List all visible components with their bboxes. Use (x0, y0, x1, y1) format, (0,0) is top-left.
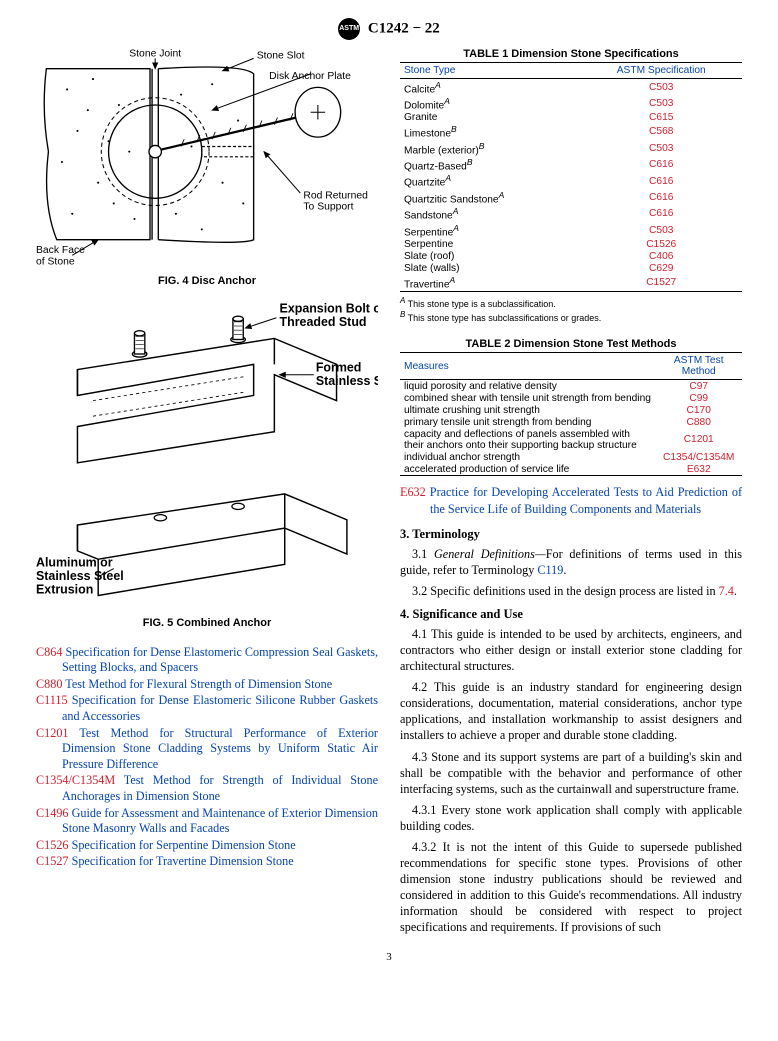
table-row: liquid porosity and relative densityC97 (400, 380, 742, 393)
e632-code[interactable]: E632 (400, 485, 426, 499)
page-number: 3 (36, 951, 742, 963)
table2-col2: ASTM Test Method (655, 353, 742, 380)
table-row: SerpentineAC503 (400, 222, 742, 238)
sec3-link1[interactable]: C119 (537, 563, 563, 577)
table-row: SerpentineC1526 (400, 239, 742, 251)
sec3-head: 3. Terminology (400, 527, 742, 542)
table-row: Slate (roof)C406 (400, 251, 742, 263)
table-row: Marble (exterior)BC503 (400, 140, 742, 156)
fig4-label-stone-joint: Stone Joint (129, 48, 181, 59)
reference-item[interactable]: C1527 Specification for Travertine Dimen… (36, 854, 378, 870)
table-row: ultimate crushing unit strengthC170 (400, 404, 742, 416)
reference-item[interactable]: C1201 Test Method for Structural Perform… (36, 726, 378, 773)
two-column-layout: Stone Joint Stone Slot Disk Anchor Plate… (36, 48, 742, 941)
table-row: TravertineAC1527 (400, 275, 742, 292)
sec4-body: 4.1 This guide is intended to be used by… (400, 626, 742, 936)
svg-text:Rod ReturnedTo Support: Rod ReturnedTo Support (303, 190, 368, 212)
table-row: DolomiteAC503 (400, 95, 742, 111)
reference-list: C864 Specification for Dense Elastomeric… (36, 645, 378, 871)
table-row: GraniteC615 (400, 112, 742, 124)
fig4-label-disk-plate: Disk Anchor Plate (269, 71, 351, 82)
sec4-p2: 4.2 This guide is an industry standard f… (400, 679, 742, 743)
table1-title: TABLE 1 Dimension Stone Specifications (400, 48, 742, 62)
table-row: Slate (walls)C629 (400, 263, 742, 275)
figure-4: Stone Joint Stone Slot Disk Anchor Plate… (36, 48, 378, 287)
table-row: QuartziteAC616 (400, 173, 742, 189)
table1-col1: Stone Type (400, 63, 580, 79)
sec4-p4: 4.3.1 Every stone work application shall… (400, 802, 742, 834)
sec3-body: 3.1 General Definitions—For definitions … (400, 546, 742, 599)
reference-item[interactable]: C864 Specification for Dense Elastomeric… (36, 645, 378, 676)
sec4-head: 4. Significance and Use (400, 607, 742, 622)
sec3-p1b: General Definitions— (434, 547, 546, 561)
table2-title: TABLE 2 Dimension Stone Test Methods (400, 338, 742, 352)
fig4-label-stone-slot: Stone Slot (257, 50, 305, 61)
page: ASTM C1242 − 22 (0, 0, 778, 973)
fig4-caption: FIG. 4 Disc Anchor (36, 275, 378, 287)
astm-logo: ASTM (338, 18, 360, 40)
reference-item[interactable]: C1496 Guide for Assessment and Maintenan… (36, 806, 378, 837)
right-column: TABLE 1 Dimension Stone Specifications S… (400, 48, 742, 941)
sec3-p2b: . (734, 584, 737, 598)
reference-item[interactable]: C1115 Specification for Dense Elastomeri… (36, 693, 378, 724)
table1-notes: A This stone type is a subclassification… (400, 296, 742, 325)
table-row: Quartz-BasedBC616 (400, 157, 742, 173)
sec3-p1d: . (563, 563, 566, 577)
sec3-p2a: 3.2 Specific definitions used in the des… (412, 584, 719, 598)
table1-noteB: This stone type has subclassifications o… (405, 313, 601, 323)
sec4-p3: 4.3 Stone and its support systems are pa… (400, 749, 742, 797)
table-row: capacity and deflections of panels assem… (400, 428, 742, 451)
fig5-caption: FIG. 5 Combined Anchor (36, 617, 378, 629)
svg-text:Back Faceof Stone: Back Faceof Stone (36, 245, 85, 265)
table2-col1: Measures (400, 353, 655, 380)
table1-noteA: This stone type is a subclassification. (405, 299, 555, 309)
table-2: TABLE 2 Dimension Stone Test Methods Mea… (400, 338, 742, 476)
left-column: Stone Joint Stone Slot Disk Anchor Plate… (36, 48, 378, 941)
e632-title[interactable]: Practice for Developing Accelerated Test… (430, 485, 742, 515)
reference-item[interactable]: C880 Test Method for Flexural Strength o… (36, 677, 378, 693)
svg-text:FormedStainless Steel: FormedStainless Steel (316, 360, 378, 387)
table-row: accelerated production of service lifeE6… (400, 463, 742, 476)
fig5-svg: Expansion Bolt orThreaded Stud FormedSta… (36, 297, 378, 608)
reference-item[interactable]: C1526 Specification for Serpentine Dimen… (36, 838, 378, 854)
figure-5: Expansion Bolt orThreaded Stud FormedSta… (36, 297, 378, 629)
fig4-svg: Stone Joint Stone Slot Disk Anchor Plate… (36, 48, 378, 266)
ref-e632: E632 Practice for Developing Accelerated… (400, 484, 742, 516)
page-header: ASTM C1242 − 22 (36, 18, 742, 40)
designation-text: C1242 − 22 (368, 20, 440, 36)
table-row: Quartzitic SandstoneAC616 (400, 189, 742, 205)
sec3-p1a: 3.1 (412, 547, 434, 561)
sec4-p1: 4.1 This guide is intended to be used by… (400, 626, 742, 674)
svg-text:Expansion Bolt orThreaded Stud: Expansion Bolt orThreaded Stud (280, 301, 378, 328)
table-1: TABLE 1 Dimension Stone Specifications S… (400, 48, 742, 292)
table-row: LimestoneBC568 (400, 124, 742, 140)
table-row: combined shear with tensile unit strengt… (400, 392, 742, 404)
table1-col2: ASTM Specification (580, 63, 742, 79)
table-row: primary tensile unit strength from bendi… (400, 416, 742, 428)
table-row: CalciteAC503 (400, 79, 742, 96)
sec3-link2[interactable]: 7.4 (719, 584, 734, 598)
reference-item[interactable]: C1354/C1354M Test Method for Strength of… (36, 773, 378, 804)
table-row: SandstoneAC616 (400, 206, 742, 222)
sec4-p5: 4.3.2 It is not the intent of this Guide… (400, 839, 742, 936)
table-row: individual anchor strengthC1354/C1354M (400, 451, 742, 463)
